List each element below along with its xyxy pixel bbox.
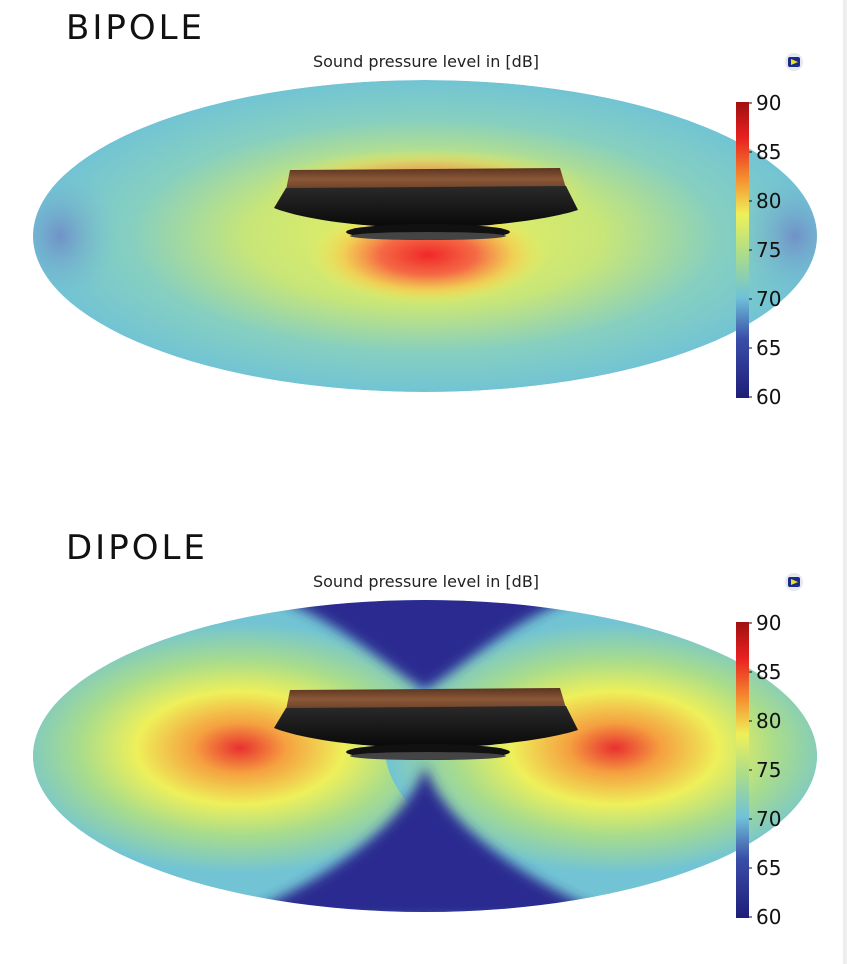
colorbar-tick: 85 (756, 660, 782, 684)
dipole-field-plot (33, 600, 817, 918)
colorbar-tick: 90 (756, 91, 782, 115)
bipole-panel: BIPOLE Sound pressure level in [dB] 90 8… (0, 0, 847, 430)
colorbar (736, 622, 749, 918)
speaker-illustration (274, 168, 578, 240)
dipole-panel: DIPOLE Sound pressure level in [dB] 90 8… (0, 520, 847, 964)
colorbar-tick: 75 (756, 238, 782, 262)
colorbar-tick: 80 (756, 709, 782, 733)
colorbar-tick: 80 (756, 189, 782, 213)
panel-heading: BIPOLE (66, 8, 206, 48)
colorbar-tick: 75 (756, 758, 782, 782)
comsol-logo-icon (785, 53, 803, 71)
colorbar-tick: 60 (756, 905, 782, 929)
panel-heading: DIPOLE (66, 528, 208, 568)
colorbar-tick: 70 (756, 807, 782, 831)
speaker-illustration (274, 688, 578, 760)
plot-title: Sound pressure level in [dB] (312, 572, 540, 591)
colorbar-tick: 85 (756, 140, 782, 164)
colorbar-tick: 70 (756, 287, 782, 311)
colorbar-tick: 65 (756, 336, 782, 360)
colorbar-tick: 60 (756, 385, 782, 409)
colorbar-tick: 65 (756, 856, 782, 880)
plot-title: Sound pressure level in [dB] (312, 52, 540, 71)
page-edge-divider (843, 0, 847, 964)
colorbar-tick: 90 (756, 611, 782, 635)
bipole-field-plot (33, 80, 817, 398)
colorbar (736, 102, 749, 398)
comsol-logo-icon (785, 573, 803, 591)
